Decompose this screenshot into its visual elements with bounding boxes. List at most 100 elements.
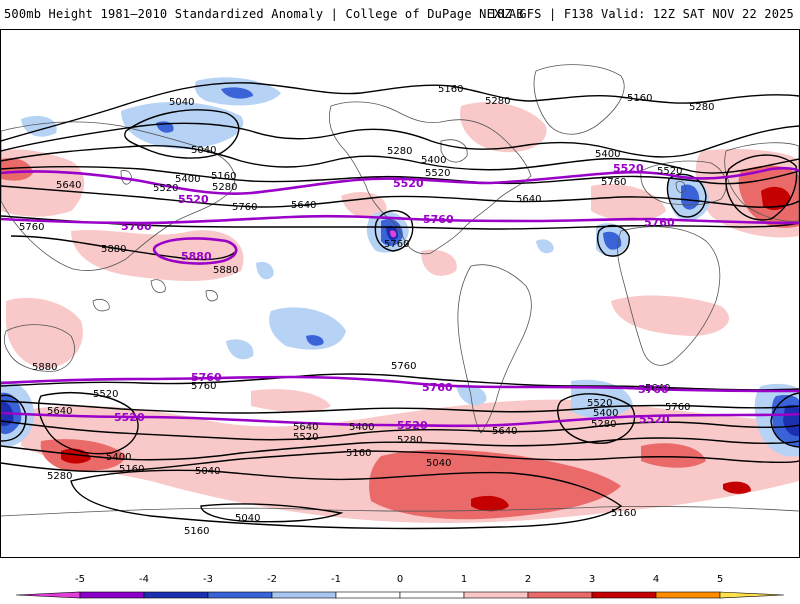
label-5520-purple: 5520 [114, 411, 145, 424]
label-5160: 5160 [627, 93, 652, 104]
positive-anomaly-max [723, 481, 751, 494]
label-5520-purple: 5520 [613, 162, 644, 175]
positive-anomaly-area [460, 102, 547, 153]
colorbar-swatch [207, 591, 273, 599]
label-5400: 5400 [421, 155, 446, 166]
colorbar-tick-label: 3 [588, 574, 596, 585]
label-5400: 5400 [349, 422, 374, 433]
label-5760-purple: 5760 [191, 371, 222, 384]
label-5760-purple: 5760 [121, 220, 152, 233]
contour-5760-black [1, 215, 799, 230]
label-5040: 5040 [169, 97, 194, 108]
purple-5520-sh [1, 411, 799, 428]
positive-anomaly-core [1, 158, 33, 181]
label-5880: 5880 [32, 362, 57, 373]
label-5040: 5040 [426, 458, 451, 469]
label-5520: 5520 [153, 183, 178, 194]
contour-5520-black [1, 166, 799, 185]
contour-4920-sh [200, 503, 344, 523]
positive-anomaly-area [6, 297, 83, 369]
contour-5760-sh [1, 373, 799, 391]
label-5280: 5280 [47, 471, 72, 482]
highlight-contours [1, 166, 799, 428]
colorbar-tick-label: 1 [460, 574, 468, 585]
negative-anomaly-area [121, 101, 244, 149]
sh-vortex-west [1, 394, 27, 442]
label-5760: 5760 [19, 222, 44, 233]
colorbar-swatch [591, 591, 657, 599]
colorbar-tick-label: -3 [203, 574, 213, 585]
label-5400: 5400 [593, 408, 618, 419]
colorbar-tick-label: 5 [716, 574, 724, 585]
label-5520: 5520 [425, 168, 450, 179]
header-bar: 500mb Height 1981–2010 Standardized Anom… [0, 0, 800, 28]
contour-5280 [1, 122, 799, 158]
label-5160: 5160 [119, 464, 144, 475]
colorbar-tick-label: 2 [524, 574, 532, 585]
negative-anomaly-area [21, 115, 57, 137]
label-5280: 5280 [397, 435, 422, 446]
label-5160: 5160 [346, 448, 371, 459]
label-5520: 5520 [587, 398, 612, 409]
map-panel[interactable]: 5040 5040 5160 5280 5160 5280 5280 5400 … [0, 29, 800, 558]
contour-5280-sh [1, 437, 799, 461]
sh-vortex-east [556, 393, 636, 444]
label-5880-purple: 5880 [181, 250, 212, 263]
contour-5040 [124, 109, 240, 159]
label-5520: 5520 [657, 166, 682, 177]
colorbar-tick-label: -2 [267, 574, 277, 585]
label-5280: 5280 [689, 102, 714, 113]
cutoff-low [374, 210, 414, 252]
cutoff-low-3 [666, 173, 707, 218]
colorbar-swatch [143, 591, 209, 599]
contour-labels: 5040 5040 5160 5280 5160 5280 5280 5400 … [19, 84, 714, 537]
colorbar-tick-label: 0 [396, 574, 404, 585]
label-5040: 5040 [235, 513, 260, 524]
label-5760: 5760 [232, 202, 257, 213]
label-5760-purple: 5760 [423, 213, 454, 226]
purple-5520-nh [1, 166, 799, 195]
purple-5760-nh [1, 214, 799, 225]
label-5280: 5280 [591, 419, 616, 430]
label-5160: 5160 [211, 171, 236, 182]
colorbar-swatch [527, 591, 593, 599]
label-5760-purple: 5760 [422, 381, 453, 394]
positive-anomaly-area [251, 389, 331, 413]
positive-anomaly-area [591, 183, 666, 222]
colorbar-swatch [335, 591, 401, 599]
negative-anomaly-area [269, 307, 346, 350]
label-5640: 5640 [293, 422, 318, 433]
label-5760: 5760 [384, 239, 409, 250]
map-title: 500mb Height 1981–2010 Standardized Anom… [4, 7, 524, 21]
contour-5640 [1, 185, 799, 208]
contour-5400 [1, 144, 799, 174]
label-5280: 5280 [387, 146, 412, 157]
colorbar-tick-label: 4 [652, 574, 660, 585]
highlight-labels: 5520 5520 5520 5760 5760 5760 5880 5760 … [114, 162, 675, 432]
purple-5880 [152, 237, 238, 265]
label-5880: 5880 [213, 265, 238, 276]
run-info: 18Z GFS | F138 Valid: 12Z SAT NOV 22 202… [489, 7, 794, 21]
label-5640: 5640 [47, 406, 72, 417]
colorbar-swatch [655, 591, 721, 599]
label-5640: 5640 [645, 383, 670, 394]
label-5040: 5040 [191, 145, 216, 156]
positive-anomaly-area [341, 192, 387, 219]
contour-5520-sh [37, 391, 139, 455]
label-5400: 5400 [175, 174, 200, 185]
label-5760-purple: 5760 [638, 383, 669, 396]
colorbar [0, 572, 800, 600]
label-5160: 5160 [611, 508, 636, 519]
label-5520-purple: 5520 [397, 419, 428, 432]
label-5760: 5760 [391, 361, 416, 372]
label-5520-purple: 5520 [639, 413, 670, 426]
colorbar-tick-label: -5 [75, 574, 85, 585]
colorbar-swatch [271, 591, 337, 599]
ridge-europe [725, 154, 798, 221]
sh-vortex-far-east [770, 392, 799, 448]
colorbar-swatch [399, 591, 465, 599]
map-canvas: 5040 5040 5160 5280 5160 5280 5280 5400 … [1, 64, 799, 537]
coastlines [1, 64, 799, 517]
positive-anomaly-core [641, 443, 706, 468]
negative-anomaly-area [256, 261, 274, 280]
